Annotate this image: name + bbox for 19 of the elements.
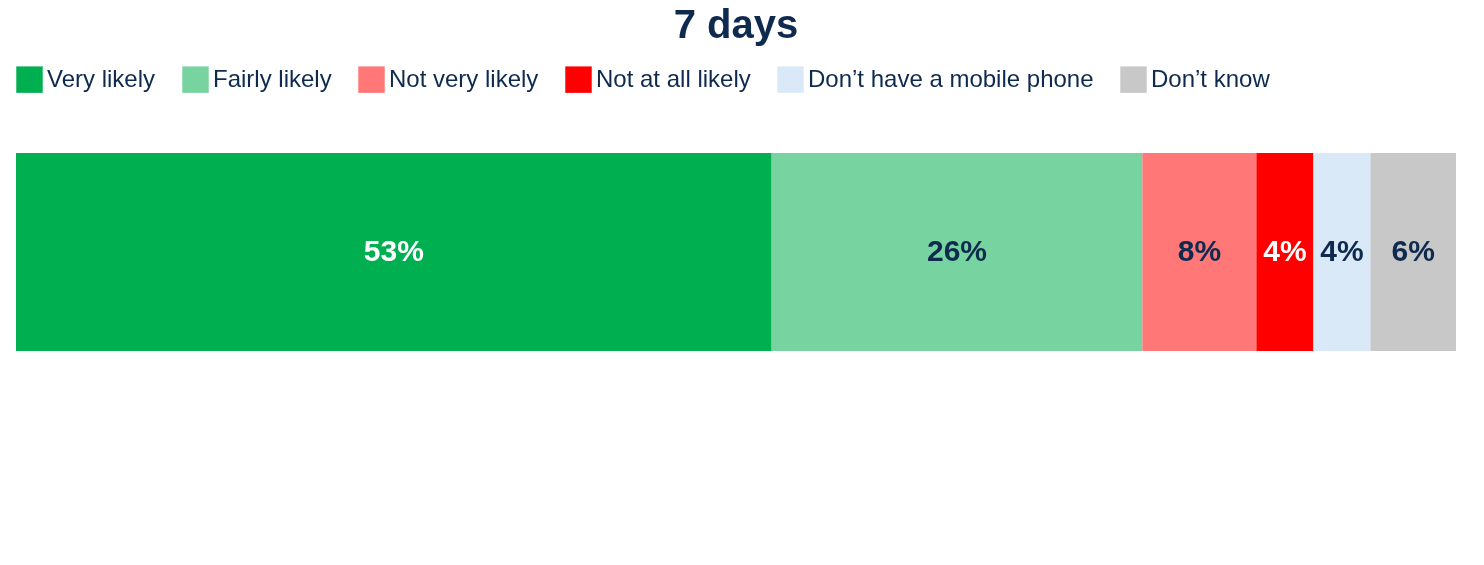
- data-label: 53%: [363, 234, 424, 267]
- legend-label: Don’t know: [1151, 64, 1271, 92]
- data-label: 8%: [1177, 234, 1222, 267]
- bar: [1313, 153, 1371, 351]
- legend-label: Fairly likely: [213, 64, 332, 92]
- bar: [1256, 153, 1314, 351]
- data-label: 26%: [926, 234, 988, 267]
- bar: [771, 153, 1143, 351]
- bar: [1370, 153, 1456, 351]
- legend-label: Not at all likely: [596, 64, 751, 92]
- data-label: 4%: [1263, 234, 1307, 267]
- legend-label: Not very likely: [389, 64, 539, 92]
- bar: [1142, 153, 1257, 351]
- bar: [16, 153, 772, 351]
- data-label: 4%: [1320, 234, 1364, 267]
- data-label: 6%: [1391, 234, 1435, 267]
- legend-label: Don’t have a mobile phone: [808, 64, 1094, 92]
- chart-title: 7 days: [673, 2, 799, 46]
- legend-label: Very likely: [47, 64, 156, 92]
